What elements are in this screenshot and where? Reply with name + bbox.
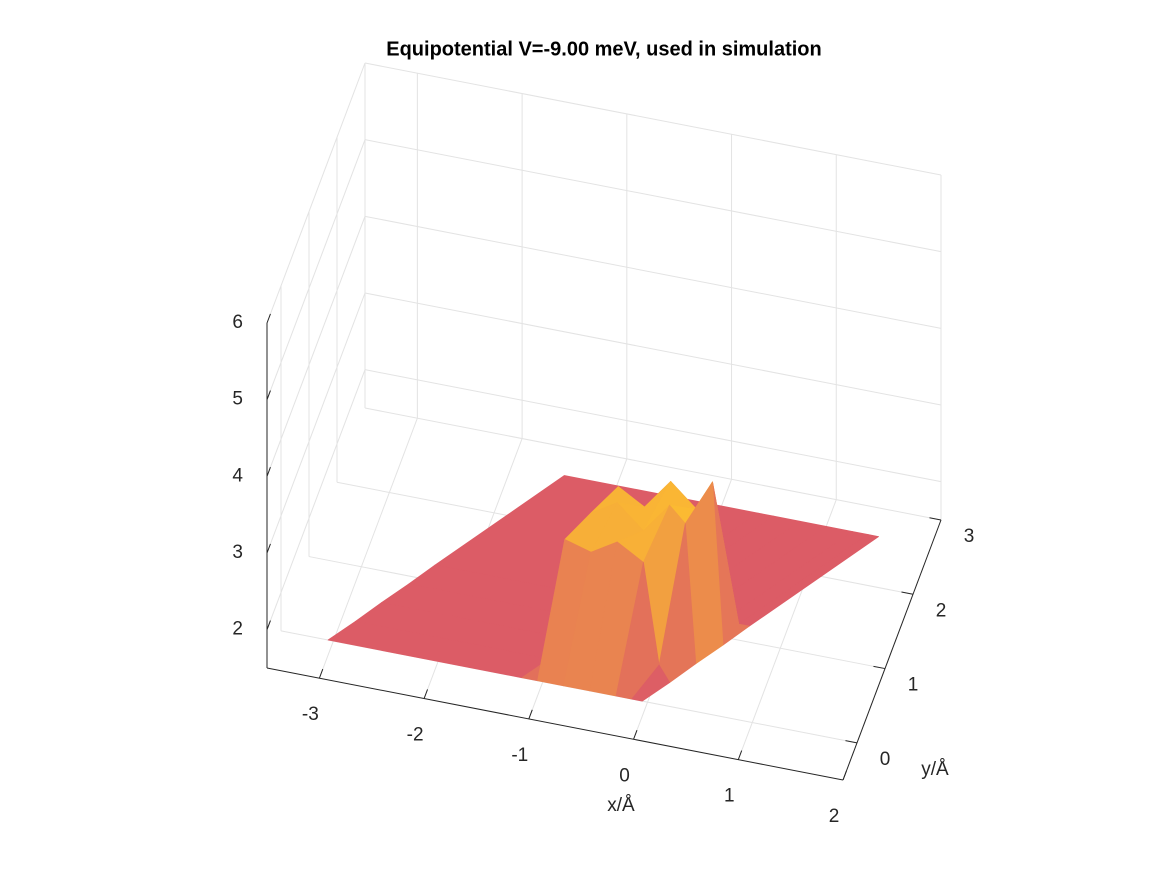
y-tick — [929, 517, 942, 521]
grid-line — [364, 292, 942, 406]
y-tick-label: 3 — [964, 526, 975, 547]
z-tick — [266, 543, 271, 554]
z-tick-label: 5 — [232, 389, 243, 410]
y-tick-label: 0 — [880, 749, 891, 770]
y-tick — [873, 665, 886, 670]
grid-line — [266, 62, 366, 324]
z-tick — [266, 313, 271, 324]
x-tick — [423, 689, 428, 699]
x-tick — [528, 709, 533, 720]
surface-face — [631, 664, 670, 702]
z-tick-label: 6 — [232, 312, 243, 333]
x-tick-label: 1 — [724, 786, 735, 807]
grid-line — [364, 62, 942, 176]
x-tick-label: -2 — [407, 725, 424, 746]
z-tick-label: 4 — [232, 465, 243, 486]
x-tick-label: -1 — [511, 745, 528, 766]
grid-line — [364, 369, 942, 483]
axes-group: -3 -2 -1 0 1 2 0 1 2 3 2 3 4 5 6 — [232, 312, 974, 827]
grid-line — [266, 369, 366, 630]
y-tick-label: 2 — [936, 600, 947, 621]
y-axis-label: y/Å — [921, 759, 949, 780]
x-tick-label: -3 — [302, 704, 319, 725]
grid-line — [266, 292, 366, 554]
z-tick — [266, 620, 271, 630]
x-axis-line — [266, 667, 844, 781]
z-tick — [266, 467, 271, 477]
y-tick — [845, 740, 858, 744]
x-tick-label: 0 — [619, 765, 630, 786]
x-tick — [737, 750, 743, 760]
grid-line — [364, 407, 942, 521]
grid-line — [364, 215, 942, 329]
z-tick-label: 3 — [232, 542, 243, 563]
x-tick-label: 2 — [829, 806, 840, 827]
grid-line — [266, 139, 366, 400]
y-tick — [901, 591, 914, 595]
z-tick-label: 2 — [232, 619, 243, 640]
y-axis-line — [842, 519, 942, 781]
grid-line — [364, 139, 942, 253]
x-tick — [633, 729, 638, 740]
surface-group — [327, 475, 879, 702]
z-tick — [266, 390, 271, 400]
x-tick — [318, 668, 324, 679]
x-tick — [842, 770, 847, 781]
grid-line — [266, 216, 366, 477]
chart-title: Equipotential V=-9.00 meV, used in simul… — [386, 38, 821, 60]
y-tick-label: 1 — [908, 675, 919, 696]
x-axis-label: x/Å — [607, 795, 635, 816]
